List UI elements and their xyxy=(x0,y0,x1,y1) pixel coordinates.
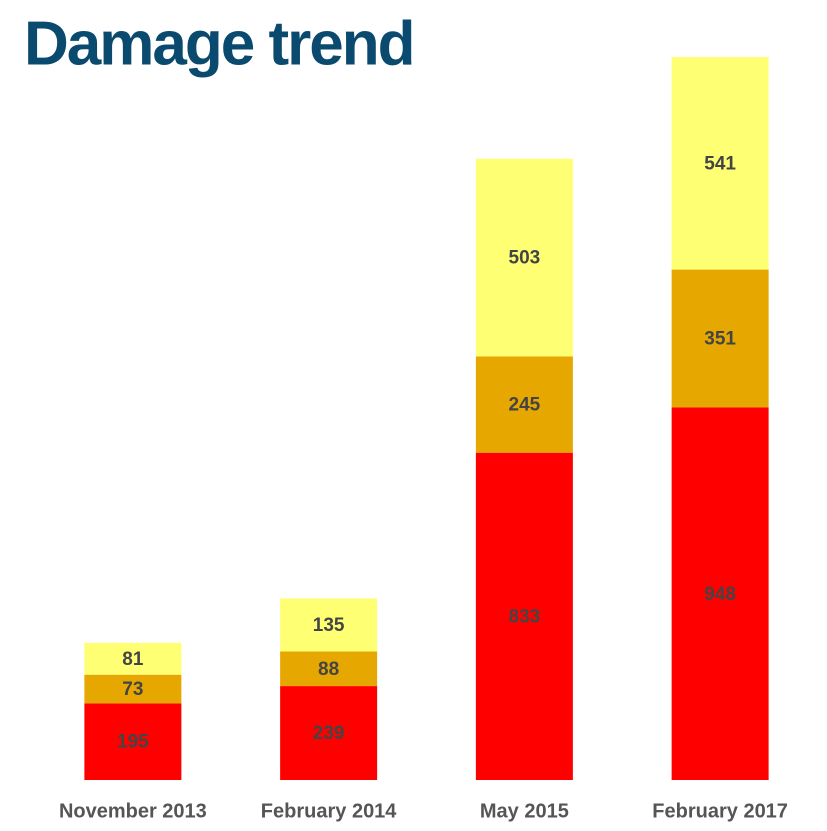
bar-segment xyxy=(475,452,573,780)
bar-segment xyxy=(280,598,378,652)
chart-title: Damage trend xyxy=(24,9,413,78)
value-label: 833 xyxy=(509,606,541,627)
bar-segment xyxy=(475,158,573,357)
value-label: 73 xyxy=(122,679,143,700)
x-tick-label: May 2015 xyxy=(480,800,569,822)
x-tick-label: February 2014 xyxy=(261,800,398,822)
x-tick-label: February 2017 xyxy=(652,800,788,822)
bar-segment xyxy=(671,57,769,270)
bar-segment xyxy=(280,686,378,780)
x-tick-label: November 2013 xyxy=(59,800,207,822)
bar-segment xyxy=(84,642,182,675)
value-label: 503 xyxy=(509,248,541,269)
value-label: 195 xyxy=(117,732,149,753)
value-label: 245 xyxy=(509,395,541,416)
value-label: 135 xyxy=(313,615,345,636)
bar-segment xyxy=(84,674,182,704)
value-label: 81 xyxy=(122,649,144,670)
bar-segment xyxy=(671,269,769,408)
value-label: 351 xyxy=(704,329,736,350)
bar-segment xyxy=(280,651,378,687)
bar-segment xyxy=(475,356,573,453)
value-label: 239 xyxy=(313,723,345,744)
bar-segment xyxy=(671,407,769,780)
value-label: 948 xyxy=(704,584,736,605)
bar-segment xyxy=(84,703,182,780)
value-label: 88 xyxy=(318,659,339,680)
value-label: 541 xyxy=(704,153,736,174)
